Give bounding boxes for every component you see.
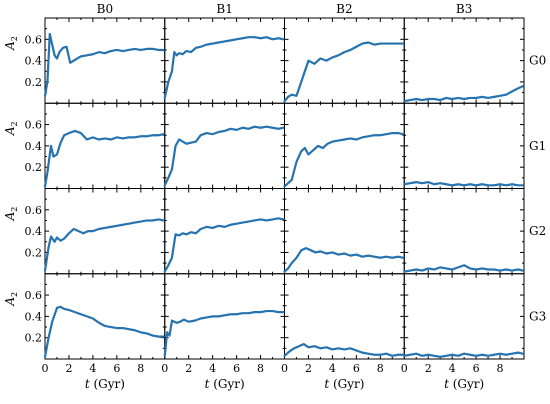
row-title-G0: G0 (529, 54, 546, 68)
y-tick-label: 0.6 (25, 204, 43, 217)
panel-G1-B2 (284, 102, 405, 189)
series-line-G1-B0 (43, 129, 165, 188)
x-tick-label: 2 (185, 362, 192, 375)
x-tick-label: 2 (305, 362, 312, 375)
series-line-G1-B3 (403, 181, 524, 187)
panel-G1-B3 (403, 102, 525, 189)
y-tick-label: 0.2 (25, 332, 43, 345)
panel-G3-B0 (44, 273, 166, 360)
x-axis-label: t (Gyr) (444, 377, 484, 391)
panel-frame (403, 102, 525, 189)
panel-frame (284, 102, 405, 189)
series-line-G0-B1 (163, 36, 285, 100)
series-line-G0-B3 (403, 85, 524, 103)
y-tick-label: 0.6 (25, 119, 43, 132)
panel-G2-B3 (403, 188, 525, 275)
series-line-G1-B2 (283, 131, 405, 188)
x-tick-label: 0 (42, 362, 49, 375)
panel-frame (44, 102, 166, 189)
x-tick-label: 6 (233, 362, 240, 375)
y-tick-label: 0.2 (25, 76, 43, 89)
series-line-G2-B2 (283, 247, 405, 273)
panel-frame (284, 273, 405, 360)
x-axis-label: t (Gyr) (324, 377, 364, 391)
y-axis-label: A2 (3, 36, 19, 51)
y-tick-label: 0.2 (25, 161, 43, 174)
series-line-G2-B0 (43, 218, 165, 272)
x-tick-label: 8 (257, 362, 264, 375)
y-tick-label: 0.6 (25, 33, 43, 46)
x-axis-label: t (Gyr) (85, 377, 125, 391)
x-tick-label: 6 (473, 362, 480, 375)
panel-frame (164, 188, 285, 275)
panel-frame (284, 188, 405, 275)
series-line-G1-B1 (163, 125, 285, 187)
x-tick-label: 0 (161, 362, 168, 375)
x-tick-label: 6 (353, 362, 360, 375)
panel-G0-B0 (44, 17, 166, 104)
x-axis-label: t (Gyr) (205, 377, 245, 391)
panel-frame (44, 188, 166, 275)
panel-frame (44, 273, 166, 360)
panel-frame (284, 17, 405, 104)
panel-frame (403, 188, 525, 275)
x-tick-label: 2 (425, 362, 432, 375)
x-tick-label: 0 (401, 362, 408, 375)
x-tick-label: 4 (449, 362, 456, 375)
series-line-G3-B3 (403, 351, 524, 358)
x-tick-label: 8 (377, 362, 384, 375)
panel-G0-B2 (284, 17, 405, 104)
x-tick-label: 6 (113, 362, 120, 375)
y-axis-label: A2 (3, 292, 19, 307)
panel-frame (164, 17, 285, 104)
y-axis-label: A2 (3, 207, 19, 222)
panel-G3-B2 (284, 273, 405, 360)
panel-G1-B0 (44, 102, 166, 189)
panel-frame (164, 102, 285, 189)
panel-G2-B2 (284, 188, 405, 275)
series-line-G3-B2 (283, 342, 405, 357)
panel-G1-B1 (164, 102, 285, 189)
series-line-G3-B1 (163, 309, 285, 357)
series-line-G3-B0 (43, 305, 165, 358)
y-tick-label: 0.4 (25, 310, 43, 323)
series-line-G0-B0 (43, 32, 165, 97)
series-line-G2-B1 (163, 217, 285, 273)
row-title-G2: G2 (529, 224, 546, 238)
y-tick-label: 0.6 (25, 289, 43, 302)
series-line-G2-B3 (403, 264, 524, 273)
y-tick-label: 0.4 (25, 55, 43, 68)
x-tick-label: 0 (281, 362, 288, 375)
panel-G0-B1 (164, 17, 285, 104)
y-tick-label: 0.4 (25, 225, 43, 238)
panel-G0-B3 (403, 17, 525, 104)
panel-frame (403, 17, 525, 104)
x-tick-label: 2 (65, 362, 72, 375)
column-title-B0: B0 (97, 2, 113, 16)
x-tick-label: 8 (137, 362, 144, 375)
column-title-B3: B3 (456, 2, 472, 16)
column-title-B1: B1 (216, 2, 232, 16)
panel-frame (44, 17, 166, 104)
panel-G2-B1 (164, 188, 285, 275)
panel-grid: B0 B1 B2 B3 G0 G1 G2 G3 0.2 0.4 0.6 A2 0.2 0.4 0.6 A2 0.… (3, 2, 546, 391)
column-title-B2: B2 (336, 2, 352, 16)
x-tick-label: 8 (497, 362, 504, 375)
row-title-G1: G1 (529, 139, 546, 153)
y-axis-label: A2 (3, 121, 19, 136)
panel-G2-B0 (44, 188, 166, 275)
x-tick-label: 4 (89, 362, 96, 375)
panel-frame (403, 273, 525, 360)
row-title-G3: G3 (529, 309, 546, 323)
panel-G3-B3 (403, 273, 525, 360)
y-tick-label: 0.4 (25, 140, 43, 153)
series-line-G0-B2 (283, 41, 405, 103)
y-tick-label: 0.2 (25, 246, 43, 259)
x-tick-label: 4 (209, 362, 216, 375)
x-tick-label: 4 (329, 362, 336, 375)
